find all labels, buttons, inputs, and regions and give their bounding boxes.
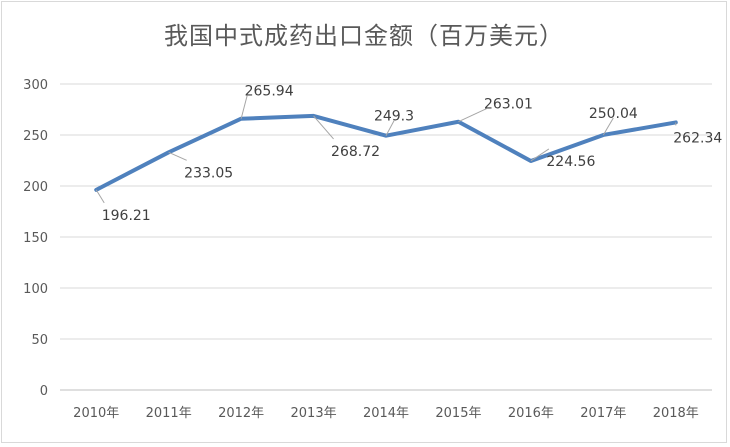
data-label-leader xyxy=(458,108,487,123)
data-label: 250.04 xyxy=(589,106,638,122)
data-label: 263.01 xyxy=(484,97,533,113)
x-tick-label: 2014年 xyxy=(363,406,409,421)
y-tick-label: 0 xyxy=(40,384,48,399)
x-tick-label: 2017年 xyxy=(580,406,626,421)
data-label: 233.05 xyxy=(184,165,233,181)
x-tick-label: 2011年 xyxy=(146,406,192,421)
y-tick-label: 50 xyxy=(31,333,48,348)
x-tick-label: 2018年 xyxy=(653,406,699,421)
y-tick-label: 250 xyxy=(23,129,48,144)
data-label-leader xyxy=(95,189,105,204)
y-tick-label: 300 xyxy=(23,78,48,93)
chart-title: 我国中式成药出口金额（百万美元） xyxy=(164,22,564,50)
data-label: 224.56 xyxy=(546,154,595,170)
data-label: 262.34 xyxy=(673,130,722,146)
data-label-leader xyxy=(240,95,248,119)
data-label-leader xyxy=(602,117,614,136)
y-tick-label: 200 xyxy=(23,180,48,195)
x-tick-label: 2016年 xyxy=(508,406,554,421)
y-tick-label: 150 xyxy=(23,231,48,246)
data-label: 196.21 xyxy=(102,208,151,224)
x-tick-label: 2012年 xyxy=(218,406,264,421)
data-label-leader xyxy=(313,115,334,140)
data-label: 268.72 xyxy=(331,144,380,160)
data-label: 249.3 xyxy=(374,109,414,125)
x-tick-label: 2013年 xyxy=(291,406,337,421)
x-tick-label: 2015年 xyxy=(435,406,481,421)
data-label-leader xyxy=(385,120,395,136)
x-tick-label: 2010年 xyxy=(73,406,119,421)
series-line xyxy=(94,113,678,192)
data-label-leader xyxy=(530,148,550,162)
y-tick-label: 100 xyxy=(23,282,48,297)
data-label-leader xyxy=(168,151,187,161)
data-label: 265.94 xyxy=(245,84,294,100)
